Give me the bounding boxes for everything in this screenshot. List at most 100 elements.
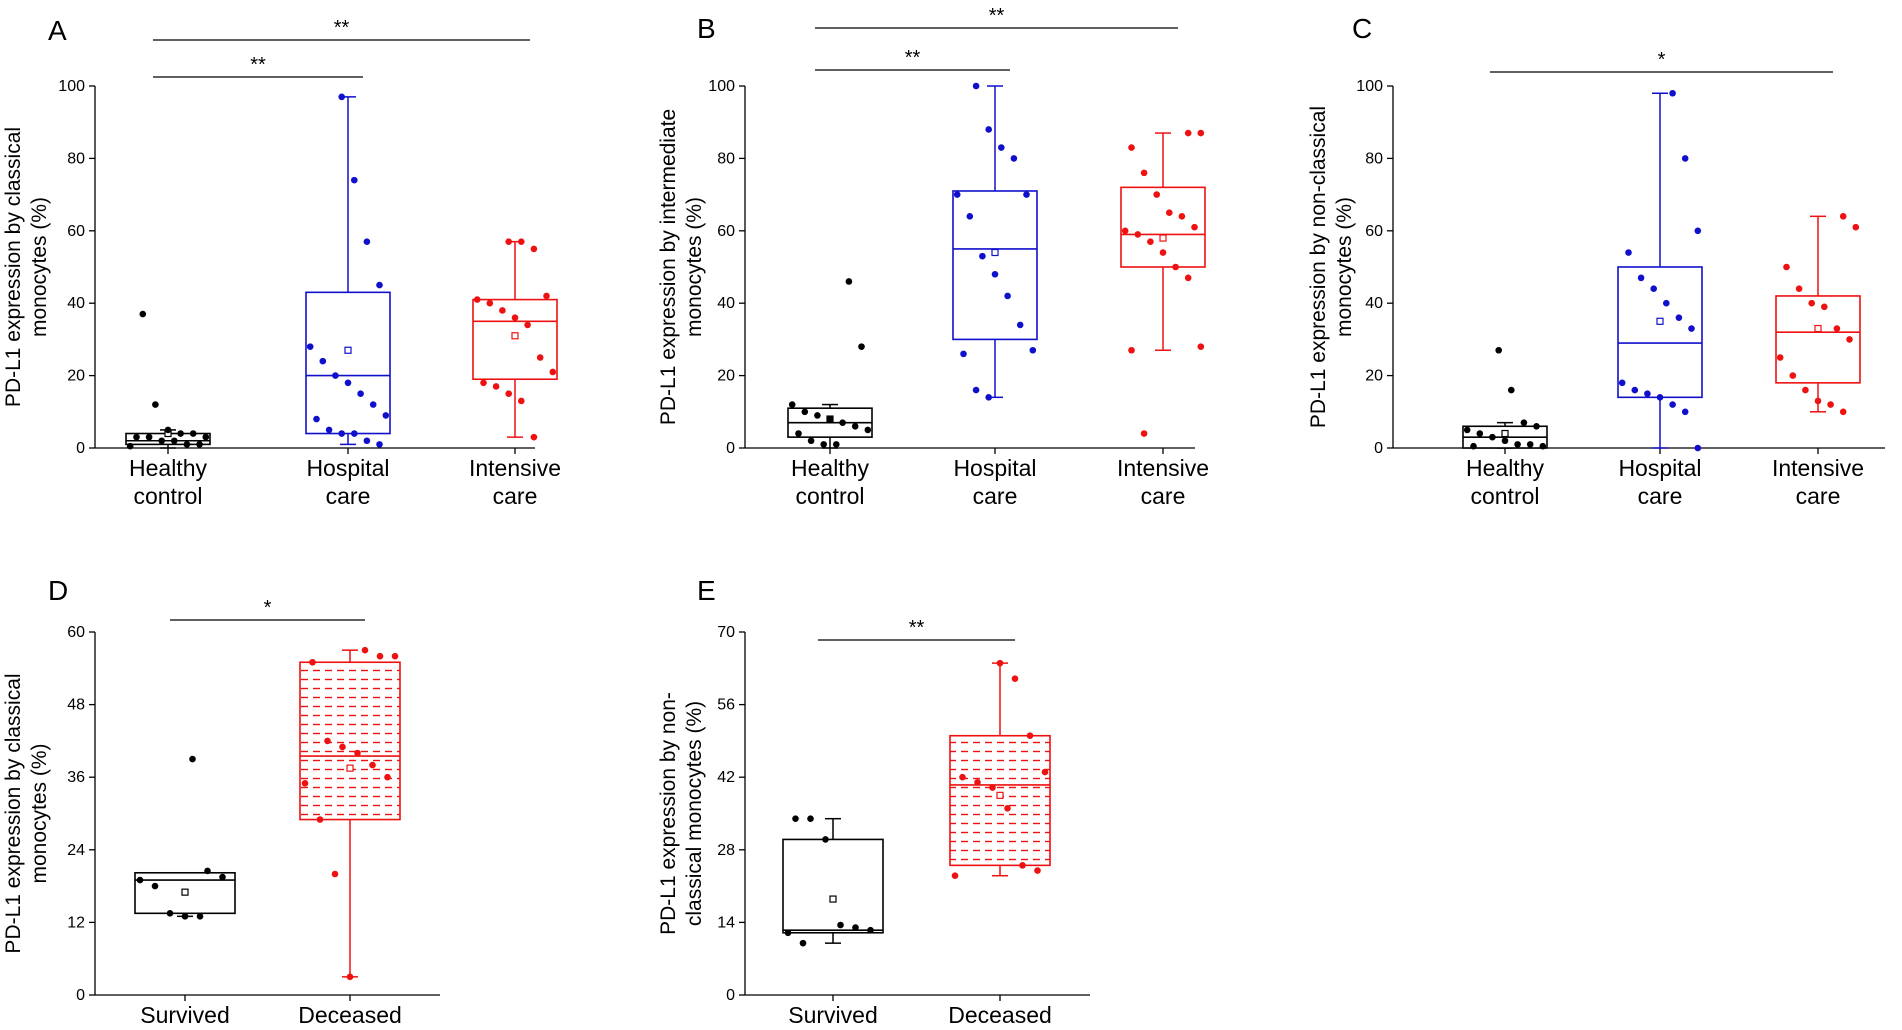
- data-point: [1184, 129, 1192, 137]
- data-point: [189, 430, 197, 437]
- y-tick-label: 36: [67, 769, 85, 786]
- significance-label: **: [989, 5, 1005, 27]
- data-point: [1178, 213, 1186, 220]
- data-point: [543, 292, 550, 300]
- y-tick-label: 48: [67, 697, 85, 714]
- y-axis-title-line: monocytes (%): [28, 743, 51, 883]
- data-point: [181, 913, 189, 920]
- data-point: [1463, 426, 1471, 434]
- data-point: [332, 372, 339, 379]
- data-point: [807, 437, 815, 445]
- data-point: [1694, 444, 1702, 452]
- data-point: [391, 652, 399, 660]
- data-point: [1637, 274, 1645, 282]
- data-point: [985, 394, 992, 401]
- mean-marker: [1814, 324, 1822, 333]
- data-point: [1688, 325, 1695, 332]
- data-point: [511, 314, 519, 321]
- y-tick-label: 12: [67, 914, 85, 931]
- data-point: [158, 437, 165, 445]
- group-hospital-care: Hospital care: [305, 93, 391, 509]
- data-point: [126, 442, 134, 450]
- x-tick-label-line: Hospital: [1618, 455, 1701, 481]
- panel-letter: E: [697, 575, 716, 606]
- data-point: [145, 433, 153, 441]
- group-hospital-care: Hospital care: [1617, 89, 1703, 509]
- data-point: [473, 296, 481, 303]
- data-point: [357, 390, 364, 398]
- data-point: [1681, 408, 1689, 416]
- y-tick-label: 80: [1365, 150, 1383, 167]
- y-tick-label: 28: [717, 842, 735, 859]
- panel-letter: A: [48, 15, 67, 46]
- mean-marker: [1159, 234, 1167, 242]
- data-point: [139, 310, 147, 318]
- data-point: [1681, 155, 1689, 162]
- data-point: [1625, 249, 1632, 256]
- mean-marker: [344, 346, 352, 354]
- data-point: [338, 93, 346, 101]
- data-point: [518, 238, 525, 245]
- y-axis-title: PD-L1 expression by classical monocytes (…: [2, 673, 51, 953]
- significance-label: **: [909, 617, 925, 639]
- data-point: [1019, 862, 1026, 869]
- data-point: [202, 433, 210, 441]
- y-tick-label: 20: [717, 368, 735, 385]
- data-point: [1128, 144, 1135, 151]
- data-point: [376, 441, 383, 448]
- y-tick-label: 80: [717, 150, 735, 167]
- data-point: [133, 433, 140, 441]
- data-point: [959, 773, 966, 781]
- data-point: [196, 441, 203, 448]
- data-point: [382, 412, 390, 419]
- data-point: [1166, 209, 1173, 216]
- data-point: [530, 433, 538, 441]
- data-point: [795, 430, 802, 437]
- x-tick-label-line: Intensive: [1117, 455, 1209, 481]
- x-tick-label: Hospital care: [953, 455, 1036, 509]
- panel-d: D 0 12 24 36 48 60 PD-L1 expression by classica…: [2, 575, 440, 1028]
- data-point: [822, 836, 829, 843]
- data-point: [376, 652, 384, 660]
- x-tick-label: Intensive care: [1772, 455, 1864, 509]
- data-point: [164, 426, 172, 434]
- data-point: [363, 437, 371, 445]
- data-point: [837, 921, 844, 929]
- data-point: [1776, 354, 1784, 361]
- data-point: [801, 408, 809, 416]
- data-point: [833, 441, 840, 448]
- y-tick-label: 60: [1365, 223, 1383, 240]
- y-tick-label: 56: [717, 697, 735, 714]
- data-point: [1520, 419, 1528, 426]
- y-tick-label: 0: [726, 987, 735, 1004]
- y-tick-label: 20: [1365, 368, 1383, 385]
- mean-marker: [829, 895, 837, 903]
- y-tick-label: 0: [76, 987, 85, 1004]
- data-point: [1631, 386, 1639, 394]
- data-point: [492, 383, 500, 390]
- x-tick-label-line: control: [133, 483, 202, 509]
- y-tick-label: 42: [717, 769, 735, 786]
- data-point: [985, 126, 992, 133]
- data-point: [361, 646, 369, 654]
- group-intensive-care: Intensive care: [1772, 213, 1864, 509]
- data-point: [325, 426, 333, 434]
- data-point: [331, 870, 339, 878]
- data-point: [316, 816, 324, 823]
- data-point: [166, 910, 174, 917]
- group-deceased: Deceased: [948, 659, 1052, 1028]
- data-point: [1852, 223, 1860, 231]
- data-point: [1783, 263, 1790, 271]
- data-point: [1029, 346, 1037, 354]
- y-axis-title-line: monocytes (%): [1333, 197, 1356, 337]
- data-point: [1802, 386, 1809, 394]
- data-point: [171, 437, 178, 445]
- data-point: [1644, 390, 1651, 398]
- box: [1617, 266, 1703, 399]
- data-point: [1191, 223, 1198, 231]
- data-point: [1650, 285, 1657, 293]
- x-tick-label: Intensive care: [1117, 455, 1209, 509]
- data-point: [1656, 394, 1664, 401]
- y-tick-label: 60: [67, 223, 85, 240]
- y-tick-label: 20: [67, 368, 85, 385]
